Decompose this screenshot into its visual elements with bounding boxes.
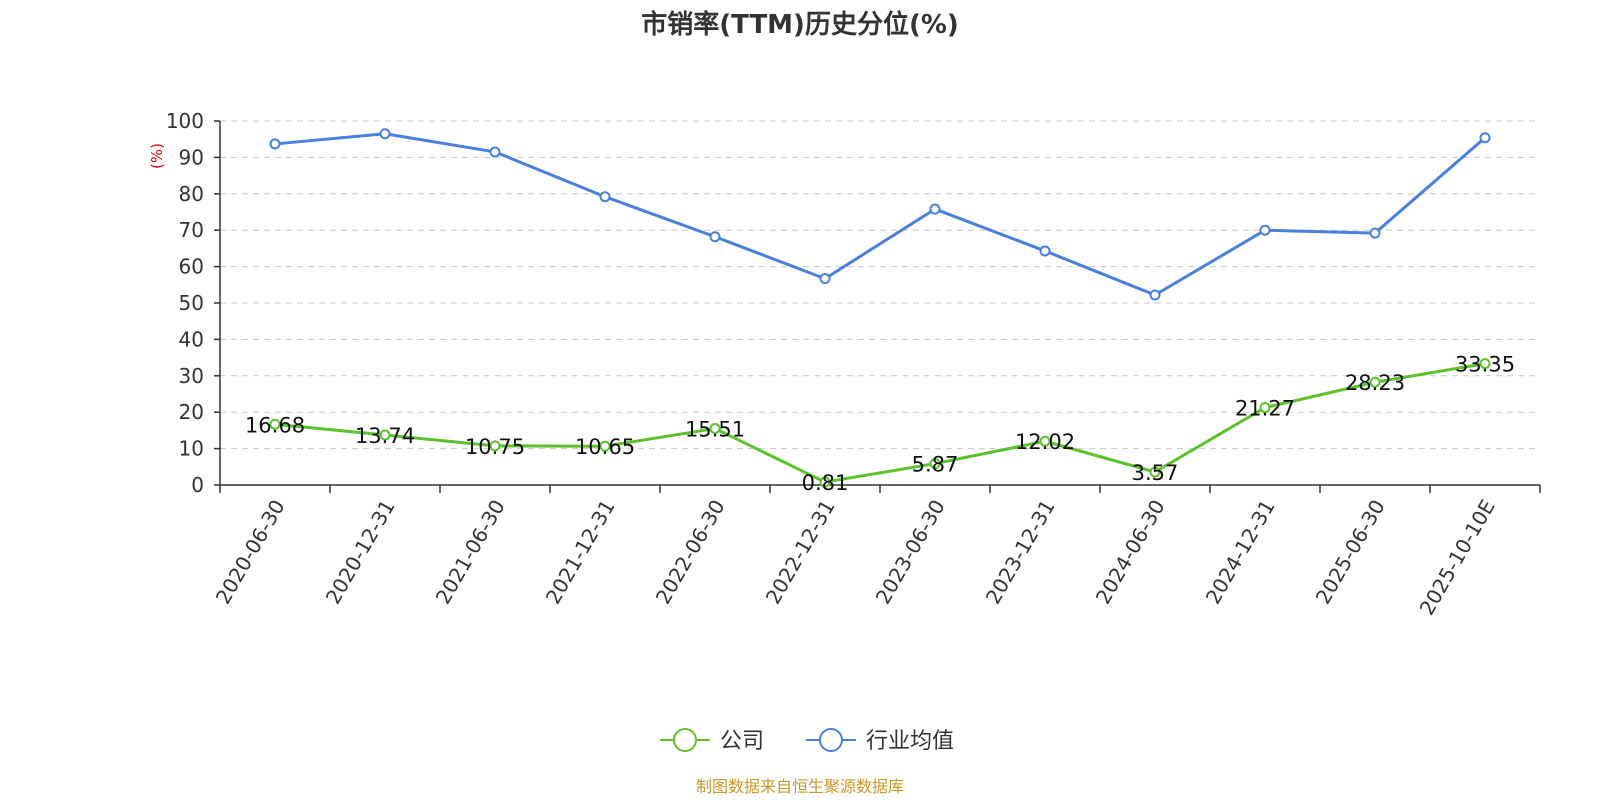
data-point — [269, 138, 281, 150]
data-point — [599, 191, 611, 203]
data-point — [929, 458, 941, 470]
y-tick-label: 80 — [179, 182, 204, 206]
data-point — [1479, 132, 1491, 144]
legend-label-0: 公司 — [720, 729, 764, 754]
y-tick-label: 30 — [179, 364, 204, 388]
data-point — [1369, 376, 1381, 388]
data-point — [379, 429, 391, 441]
data-point — [1039, 245, 1051, 257]
x-tick-label: 2021-12-31 — [541, 496, 620, 609]
data-point — [819, 476, 831, 488]
series-line-0 — [274, 362, 1486, 484]
y-tick-label: 60 — [179, 255, 204, 279]
data-point — [1479, 358, 1491, 370]
data-point — [1369, 227, 1381, 239]
data-label: 12.02 — [1015, 430, 1075, 454]
data-label: 13.74 — [355, 424, 415, 448]
data-point — [1149, 289, 1161, 301]
data-point — [1039, 435, 1051, 447]
data-point — [819, 273, 831, 285]
data-point — [709, 423, 721, 435]
data-label: 0.81 — [802, 471, 849, 495]
x-tick-label: 2022-06-30 — [651, 496, 730, 609]
y-tick-label: 100 — [166, 109, 204, 133]
data-label: 5.87 — [912, 453, 959, 477]
data-point — [489, 440, 501, 452]
x-tick-label: 2023-06-30 — [871, 496, 950, 609]
x-tick-label: 2023-12-31 — [981, 496, 1060, 609]
series-line-1 — [274, 132, 1486, 297]
data-point — [599, 440, 611, 452]
data-label: 15.51 — [685, 418, 745, 442]
data-point — [1259, 402, 1271, 414]
data-label: 21.27 — [1235, 397, 1295, 421]
legend-marker-0 — [673, 728, 697, 752]
y-tick-label: 0 — [191, 473, 204, 497]
axis-layer: 0 10 20 30 40 50 60 70 80 90 100 2020-06-30 2020-12-… — [166, 109, 1541, 620]
legend-label-1: 行业均值 — [866, 729, 954, 754]
data-point — [929, 203, 941, 215]
source-note: 制图数据来自恒生聚源数据库 — [696, 777, 904, 796]
data-label-layer: 16.68 13.74 10.75 10.65 15.51 0.81 5.87 12.02 3.… — [245, 353, 1515, 495]
y-tick-label: 50 — [179, 291, 204, 315]
data-label: 28.23 — [1345, 371, 1405, 395]
data-label: 10.65 — [575, 435, 635, 459]
data-point — [709, 231, 721, 243]
data-point — [379, 128, 391, 140]
x-tick-label: 2021-06-30 — [431, 496, 510, 609]
x-tick-label: 2025-10-10E — [1415, 496, 1500, 620]
y-tick-label: 90 — [179, 145, 204, 169]
data-point — [1259, 224, 1271, 236]
x-tick-label: 2020-06-30 — [211, 496, 290, 609]
y-tick-label: 40 — [179, 327, 204, 351]
data-label: 3.57 — [1132, 461, 1179, 485]
data-point — [1149, 466, 1161, 478]
y-tick-label: 20 — [179, 400, 204, 424]
data-point — [269, 418, 281, 430]
data-label: 10.75 — [465, 435, 525, 459]
data-label: 33.35 — [1455, 353, 1515, 377]
x-tick-label: 2024-12-31 — [1201, 496, 1280, 609]
y-tick-label: 10 — [179, 437, 204, 461]
y-axis-label: (%) — [148, 143, 166, 169]
legend: 公司 行业均值 — [660, 728, 954, 754]
series-layer — [269, 128, 1491, 488]
data-point — [489, 146, 501, 158]
data-label: 16.68 — [245, 413, 305, 437]
x-tick-label: 2022-12-31 — [761, 496, 840, 609]
legend-marker-1 — [819, 728, 843, 752]
x-tick-label: 2025-06-30 — [1311, 496, 1390, 609]
x-tick-label: 2020-12-31 — [321, 496, 400, 609]
chart-title: 市销率(TTM)历史分位(%) — [641, 9, 959, 40]
y-tick-label: 70 — [179, 218, 204, 242]
grid-layer — [220, 120, 1540, 450]
x-tick-label: 2024-06-30 — [1091, 496, 1170, 609]
